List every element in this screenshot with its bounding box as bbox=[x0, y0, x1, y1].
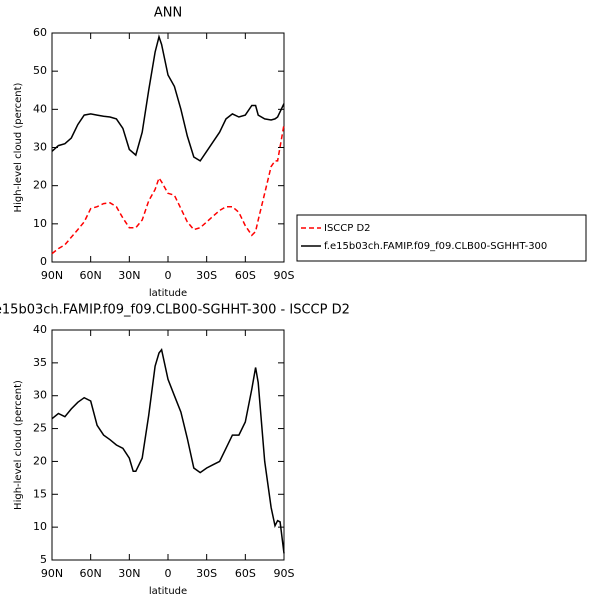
y-tick-label: 20 bbox=[33, 454, 47, 467]
y-tick-label: 30 bbox=[33, 141, 47, 154]
y-tick-label: 40 bbox=[33, 323, 47, 336]
y-tick-label: 50 bbox=[33, 64, 47, 77]
y-tick-label: 15 bbox=[33, 487, 47, 500]
line-series bbox=[51, 124, 285, 255]
y-tick-label: 20 bbox=[33, 179, 47, 192]
y-tick-label: 10 bbox=[33, 520, 47, 533]
x-tick-label: 30N bbox=[118, 567, 140, 580]
chart-title: f.e15b03ch.FAMIP.f09_f09.CLB00-SGHHT-300… bbox=[0, 303, 350, 318]
y-tick-label: 5 bbox=[40, 553, 47, 566]
line-series bbox=[51, 347, 285, 554]
y-tick-label: 10 bbox=[33, 217, 47, 230]
x-axis-label: latitude bbox=[149, 586, 187, 597]
x-tick-label: 0 bbox=[165, 269, 172, 282]
y-tick-label: 25 bbox=[33, 422, 47, 435]
legend-label: ISCCP D2 bbox=[324, 223, 371, 234]
line-series bbox=[51, 34, 285, 162]
x-tick-label: 30S bbox=[196, 269, 217, 282]
x-tick-label: 90N bbox=[41, 567, 63, 580]
x-axis-label: latitude bbox=[149, 288, 187, 299]
x-tick-label: 60N bbox=[80, 269, 102, 282]
plot-frame bbox=[51, 32, 285, 263]
x-tick-label: 30S bbox=[196, 567, 217, 580]
legend-label: f.e15b03ch.FAMIP.f09_f09.CLB00-SGHHT-300 bbox=[324, 241, 547, 252]
y-tick-label: 30 bbox=[33, 389, 47, 402]
y-axis-label: High-level cloud (percent) bbox=[13, 380, 24, 510]
x-tick-label: 90S bbox=[274, 567, 295, 580]
x-tick-label: 60S bbox=[235, 269, 256, 282]
y-tick-label: 0 bbox=[40, 255, 47, 268]
y-tick-label: 40 bbox=[33, 102, 47, 115]
y-tick-label: 60 bbox=[33, 26, 47, 39]
x-tick-label: 90N bbox=[41, 269, 63, 282]
y-tick-label: 35 bbox=[33, 356, 47, 369]
x-tick-label: 60N bbox=[80, 567, 102, 580]
y-axis-label: High-level cloud (percent) bbox=[13, 82, 24, 212]
plot-frame bbox=[51, 329, 285, 561]
x-tick-label: 30N bbox=[118, 269, 140, 282]
x-tick-label: 0 bbox=[165, 567, 172, 580]
x-tick-label: 90S bbox=[274, 269, 295, 282]
legend-box bbox=[296, 214, 587, 262]
chart-title: ANN bbox=[154, 6, 182, 21]
x-tick-label: 60S bbox=[235, 567, 256, 580]
